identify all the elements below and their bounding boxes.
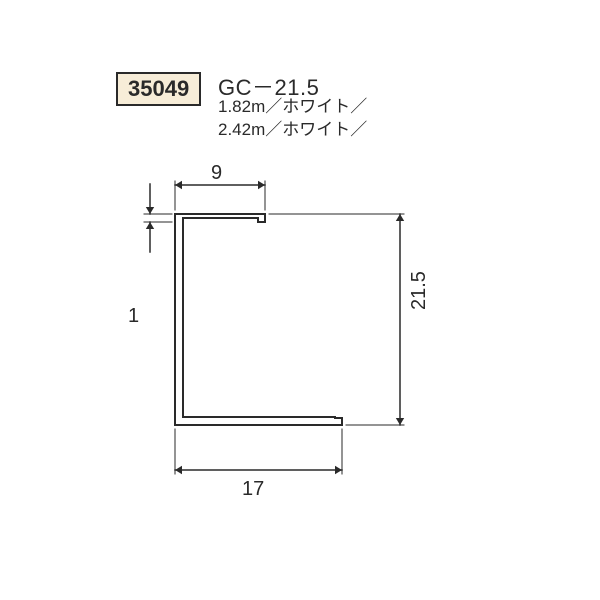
canvas: 35049 GC－21.5 1.82m／ホワイト／ 2.42m／ホワイト／ 9 …: [0, 0, 600, 600]
drawing-svg: [0, 0, 600, 600]
